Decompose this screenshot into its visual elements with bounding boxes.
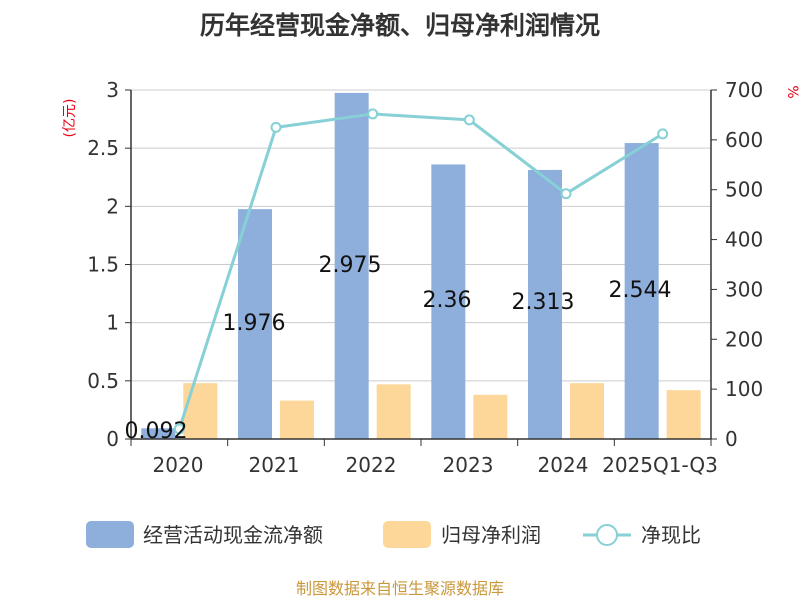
x-tick-label: 2022 [346,453,397,477]
source-note: 制图数据来自恒生聚源数据库 [296,579,504,598]
legend-swatch-profit [383,521,431,548]
ratio-point [270,121,282,133]
net-profit-bars [183,383,701,439]
data-labels: 0.092 1.976 2.975 2.36 2.313 2.544 [125,253,672,444]
right-tick-label: 700 [725,78,763,102]
left-axis-unit: (亿元) [62,99,78,138]
bar-cashflow [334,92,369,440]
bar-profit [280,400,314,439]
cashflow-data-label: 2.975 [319,253,382,278]
bar-cashflow [528,169,562,439]
legend: 经营活动现金流净额 归母净利润 净现比 [86,521,701,548]
bar-profit [473,394,508,439]
bar-cashflow [624,143,659,439]
left-tick-label: 1 [106,311,119,335]
ratio-point [367,108,379,120]
gridlines [131,89,711,440]
right-tick-label: 100 [725,377,763,401]
ratio-point [463,114,475,126]
left-tick-label: 0 [106,427,119,451]
right-tick-label: 300 [725,277,763,301]
x-tick-label: 2024 [538,453,589,477]
right-tick-label: 400 [725,228,763,252]
x-tick-label: 2023 [443,453,494,477]
right-tick-label: 200 [725,327,763,351]
legend-label-profit: 归母净利润 [441,523,541,547]
bar-profit [376,384,411,439]
bar-cashflow [431,164,466,439]
bar-profit [570,383,604,439]
left-tick-label: 0.5 [87,369,119,393]
right-tick-label: 500 [725,178,763,202]
legend-marker-ratio [596,524,618,546]
chart-title: 历年经营现金净额、归母净利润情况 [200,11,600,40]
left-tick-label: 2.5 [87,136,119,160]
legend-label-ratio: 净现比 [641,523,701,547]
ratio-line-path [177,112,664,430]
bar-profit [183,383,218,439]
cashflow-data-label: 1.976 [223,311,286,336]
x-tick-label: 2020 [153,453,204,477]
legend-label-cashflow: 经营活动现金流净额 [143,523,323,547]
cashflow-data-label: 2.313 [512,290,575,315]
right-tick-label: 600 [725,128,763,152]
legend-swatch-cashflow [86,521,134,548]
cashflow-data-label: 0.092 [125,419,188,444]
cash-flow-bars [141,92,659,440]
cashflow-data-label: 2.544 [609,278,672,303]
bar-cashflow [238,209,272,439]
right-axis-unit: % [784,85,800,98]
ratio-point [173,423,185,435]
ratio-line [173,108,669,435]
ratio-point [560,188,572,200]
x-tick-label: 2021 [249,453,300,477]
left-tick-label: 1.5 [87,253,119,277]
bar-cashflow [141,428,176,439]
x-tick-label: 2025Q1-Q3 [602,453,718,477]
left-tick-label: 2 [106,194,119,218]
bar-profit [666,390,701,439]
cashflow-data-label: 2.36 [423,288,472,313]
right-tick-label: 0 [725,427,738,451]
axes: 0 0.5 1 1.5 2 2.5 3 0 100 200 300 400 500 600 700 2020 2… [87,78,763,477]
left-tick-label: 3 [106,78,119,102]
ratio-point [657,128,669,140]
